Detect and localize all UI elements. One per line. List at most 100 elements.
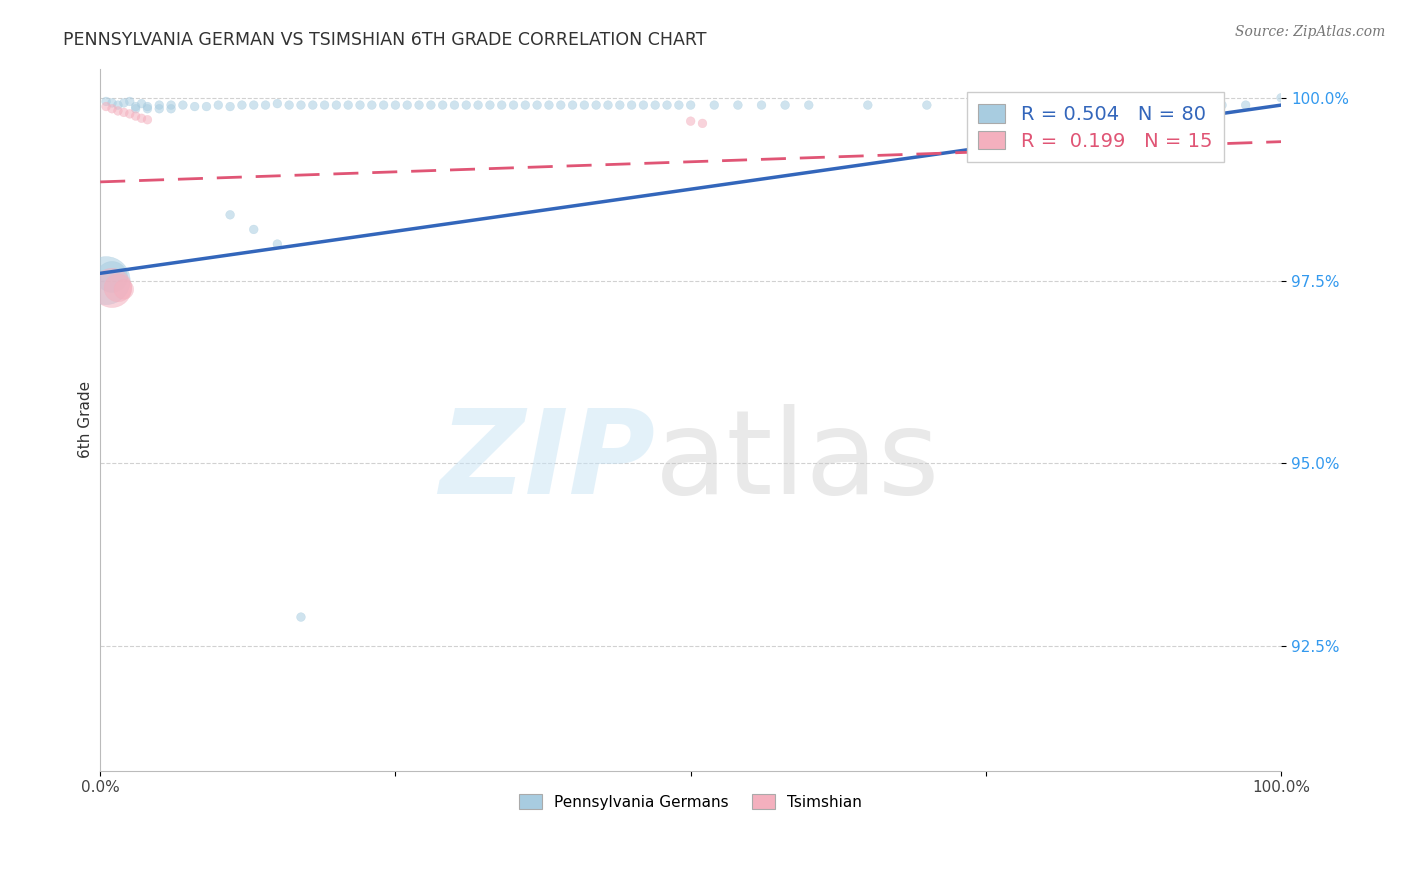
Point bbox=[266, 96, 288, 111]
Y-axis label: 6th Grade: 6th Grade bbox=[79, 381, 93, 458]
Point bbox=[101, 95, 124, 110]
Point bbox=[301, 98, 323, 112]
Point bbox=[574, 98, 596, 112]
Point bbox=[1116, 98, 1139, 112]
Point bbox=[242, 98, 264, 112]
Point bbox=[101, 102, 124, 116]
Point bbox=[502, 98, 524, 112]
Point bbox=[1092, 98, 1115, 112]
Point bbox=[360, 98, 382, 112]
Point bbox=[1270, 91, 1292, 105]
Point bbox=[655, 98, 678, 112]
Point bbox=[443, 98, 465, 112]
Point bbox=[107, 103, 129, 118]
Point bbox=[561, 98, 583, 112]
Point bbox=[537, 98, 560, 112]
Point bbox=[219, 208, 242, 222]
Point bbox=[242, 222, 264, 236]
Point bbox=[1234, 98, 1257, 112]
Point bbox=[112, 95, 135, 110]
Point bbox=[644, 98, 666, 112]
Point bbox=[337, 98, 360, 112]
Point bbox=[1211, 98, 1233, 112]
Legend: Pennsylvania Germans, Tsimshian: Pennsylvania Germans, Tsimshian bbox=[513, 788, 868, 815]
Point bbox=[515, 98, 537, 112]
Point bbox=[1175, 98, 1198, 112]
Point bbox=[620, 98, 643, 112]
Point bbox=[609, 98, 631, 112]
Point bbox=[325, 98, 347, 112]
Point bbox=[183, 99, 205, 113]
Point bbox=[773, 98, 796, 112]
Point bbox=[290, 610, 312, 624]
Point bbox=[384, 98, 406, 112]
Point bbox=[118, 107, 141, 121]
Point bbox=[373, 98, 395, 112]
Point bbox=[467, 98, 489, 112]
Point bbox=[974, 98, 997, 112]
Point bbox=[278, 98, 301, 112]
Point bbox=[432, 98, 454, 112]
Point bbox=[207, 98, 229, 112]
Point bbox=[112, 282, 135, 296]
Point bbox=[1152, 98, 1174, 112]
Point bbox=[491, 98, 513, 112]
Point bbox=[679, 98, 702, 112]
Point bbox=[1010, 116, 1032, 130]
Point bbox=[1033, 98, 1056, 112]
Point bbox=[124, 99, 146, 113]
Point bbox=[751, 98, 773, 112]
Point bbox=[124, 102, 146, 116]
Point bbox=[290, 98, 312, 112]
Point bbox=[231, 98, 253, 112]
Point bbox=[101, 270, 124, 285]
Point bbox=[107, 98, 129, 112]
Point bbox=[101, 281, 124, 295]
Point bbox=[195, 99, 218, 113]
Point bbox=[856, 98, 879, 112]
Point bbox=[396, 98, 419, 112]
Point bbox=[112, 105, 135, 120]
Point bbox=[148, 98, 170, 112]
Point bbox=[596, 98, 619, 112]
Text: ZIP: ZIP bbox=[439, 404, 655, 519]
Point bbox=[526, 98, 548, 112]
Point bbox=[118, 95, 141, 109]
Text: PENNSYLVANIA GERMAN VS TSIMSHIAN 6TH GRADE CORRELATION CHART: PENNSYLVANIA GERMAN VS TSIMSHIAN 6TH GRA… bbox=[63, 31, 707, 49]
Point bbox=[679, 114, 702, 128]
Point bbox=[94, 274, 117, 288]
Point bbox=[668, 98, 690, 112]
Point bbox=[419, 98, 441, 112]
Point bbox=[219, 99, 242, 113]
Point bbox=[160, 98, 183, 112]
Point bbox=[915, 98, 938, 112]
Point bbox=[349, 98, 371, 112]
Point bbox=[131, 96, 153, 111]
Point bbox=[136, 102, 159, 116]
Point bbox=[727, 98, 749, 112]
Point bbox=[585, 98, 607, 112]
Point bbox=[94, 95, 117, 109]
Point bbox=[131, 112, 153, 126]
Text: Source: ZipAtlas.com: Source: ZipAtlas.com bbox=[1234, 25, 1385, 39]
Point bbox=[254, 98, 277, 112]
Point bbox=[124, 109, 146, 123]
Point bbox=[550, 98, 572, 112]
Point bbox=[408, 98, 430, 112]
Point bbox=[797, 98, 820, 112]
Point bbox=[136, 99, 159, 113]
Point bbox=[314, 98, 336, 112]
Point bbox=[172, 98, 194, 112]
Point bbox=[107, 281, 129, 295]
Point bbox=[136, 112, 159, 127]
Point bbox=[148, 102, 170, 116]
Point bbox=[1022, 119, 1045, 133]
Point bbox=[633, 98, 655, 112]
Point bbox=[266, 237, 288, 252]
Point bbox=[692, 116, 714, 130]
Point bbox=[456, 98, 478, 112]
Point bbox=[703, 98, 725, 112]
Point bbox=[94, 99, 117, 113]
Point bbox=[160, 102, 183, 116]
Point bbox=[478, 98, 501, 112]
